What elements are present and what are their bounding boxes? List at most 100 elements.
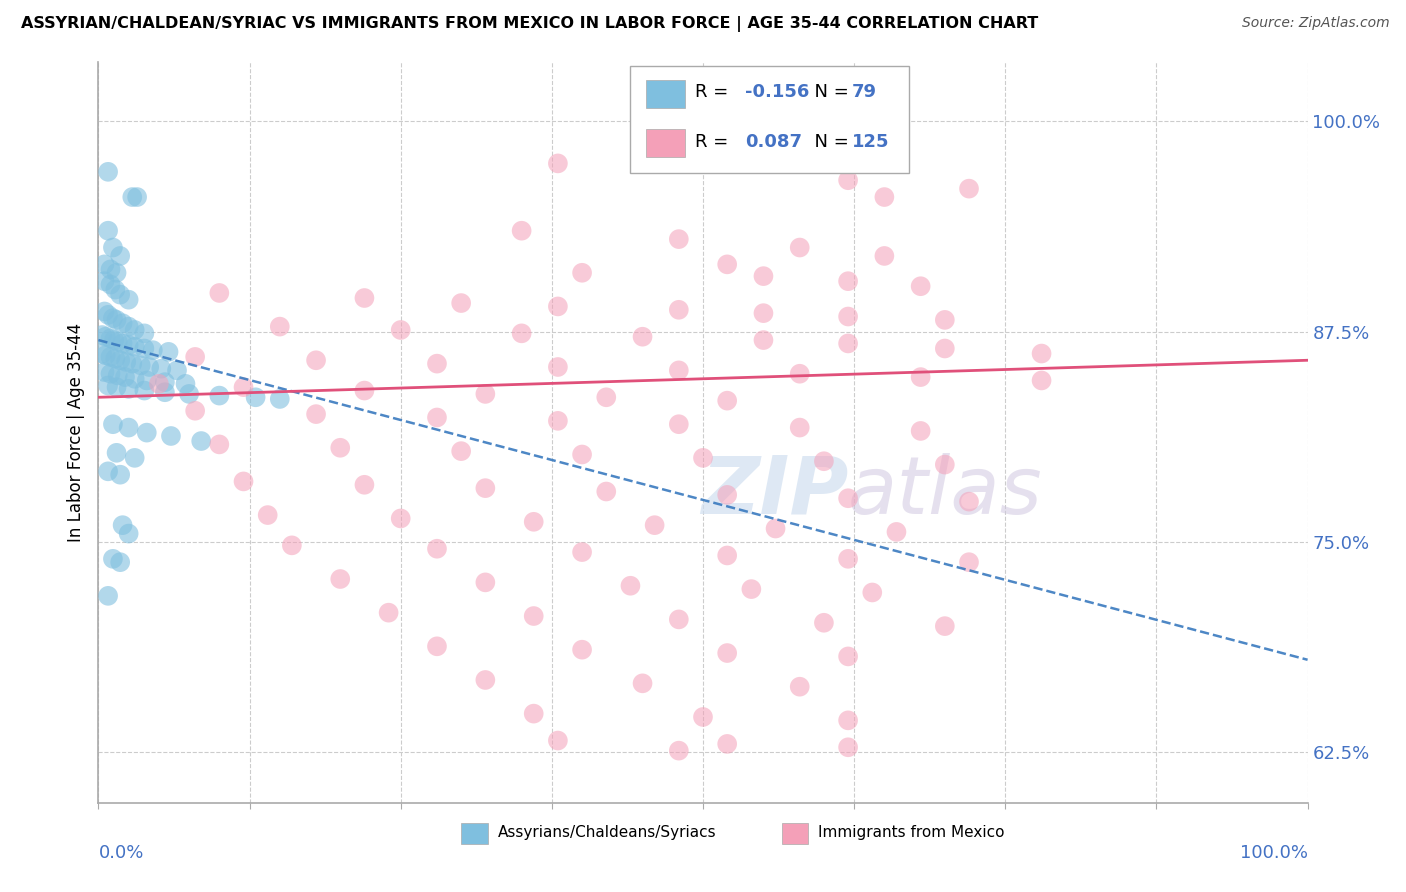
Point — [668, 302, 690, 317]
Point — [692, 450, 714, 465]
Point — [547, 156, 569, 170]
Point — [716, 549, 738, 563]
Point — [668, 744, 690, 758]
Text: Source: ZipAtlas.com: Source: ZipAtlas.com — [1241, 16, 1389, 30]
FancyBboxPatch shape — [461, 822, 488, 844]
Point — [208, 389, 231, 403]
Point — [269, 319, 291, 334]
Text: 100.0%: 100.0% — [1240, 844, 1308, 862]
Point — [668, 417, 690, 432]
Point — [105, 266, 128, 280]
Point — [111, 518, 134, 533]
Point — [108, 287, 131, 301]
Point — [571, 448, 593, 462]
Point — [789, 680, 811, 694]
Point — [124, 450, 146, 465]
FancyBboxPatch shape — [647, 80, 685, 108]
Point — [208, 437, 231, 451]
Text: 125: 125 — [852, 133, 889, 151]
Point — [789, 367, 811, 381]
Point — [716, 257, 738, 271]
Point — [281, 538, 304, 552]
Point — [934, 342, 956, 356]
Point — [571, 545, 593, 559]
Point — [190, 434, 212, 448]
Point — [547, 359, 569, 374]
Point — [716, 646, 738, 660]
Point — [873, 190, 896, 204]
Point — [101, 551, 124, 566]
Point — [631, 329, 654, 343]
Point — [910, 370, 932, 384]
Point — [860, 585, 883, 599]
Point — [389, 323, 412, 337]
Point — [97, 165, 120, 179]
Point — [184, 350, 207, 364]
Point — [104, 283, 127, 297]
Point — [510, 326, 533, 341]
Point — [101, 417, 124, 432]
Text: Assyrians/Chaldeans/Syriacs: Assyrians/Chaldeans/Syriacs — [498, 825, 716, 840]
Point — [103, 333, 125, 347]
Point — [100, 367, 122, 381]
Point — [716, 737, 738, 751]
Point — [353, 477, 375, 491]
Text: ZIP: ZIP — [700, 453, 848, 531]
Point — [595, 390, 617, 404]
Point — [148, 376, 170, 391]
Point — [166, 363, 188, 377]
Point — [837, 336, 859, 351]
Point — [97, 464, 120, 478]
Point — [232, 475, 254, 489]
Point — [377, 606, 399, 620]
Point — [837, 173, 859, 187]
Point — [547, 300, 569, 314]
Point — [269, 392, 291, 406]
Point — [353, 384, 375, 398]
Point — [571, 266, 593, 280]
Point — [353, 291, 375, 305]
Point — [450, 296, 472, 310]
Text: R =: R = — [695, 133, 734, 151]
Point — [101, 311, 124, 326]
Point — [668, 363, 690, 377]
Point — [97, 378, 120, 392]
Point — [426, 640, 449, 654]
Point — [426, 357, 449, 371]
Point — [94, 348, 117, 362]
Text: 0.087: 0.087 — [745, 133, 803, 151]
Point — [138, 359, 160, 374]
Point — [692, 156, 714, 170]
Point — [142, 343, 165, 358]
Point — [305, 407, 328, 421]
Point — [97, 224, 120, 238]
Point — [121, 190, 143, 204]
Point — [716, 393, 738, 408]
Point — [873, 249, 896, 263]
Point — [1031, 346, 1053, 360]
Point — [108, 249, 131, 263]
Point — [426, 410, 449, 425]
Point — [957, 494, 980, 508]
Point — [523, 515, 546, 529]
Point — [105, 380, 128, 394]
Point — [837, 649, 859, 664]
Point — [124, 372, 146, 386]
Point — [305, 353, 328, 368]
Point — [837, 274, 859, 288]
Point — [134, 326, 156, 341]
Point — [837, 310, 859, 324]
Text: 0.0%: 0.0% — [98, 844, 143, 862]
Point — [631, 676, 654, 690]
Point — [329, 441, 352, 455]
Point — [93, 365, 115, 379]
Point — [523, 609, 546, 624]
Point — [121, 357, 143, 371]
Point — [93, 274, 115, 288]
Point — [474, 575, 496, 590]
Point — [389, 511, 412, 525]
Point — [910, 279, 932, 293]
Point — [752, 306, 775, 320]
Point — [692, 710, 714, 724]
Point — [668, 612, 690, 626]
